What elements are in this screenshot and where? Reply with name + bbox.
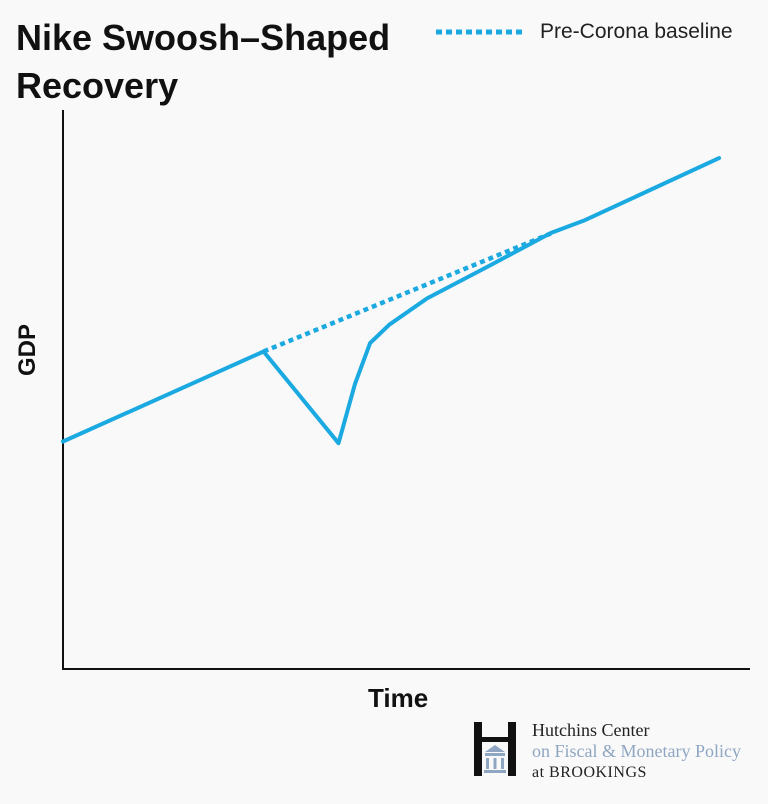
brand-line-2: on Fiscal & Monetary Policy: [532, 741, 741, 761]
baseline-line: [262, 231, 552, 354]
legend: Pre-Corona baseline: [436, 20, 733, 44]
legend-label: Pre-Corona baseline: [540, 20, 733, 43]
legend-swatch-dotted: [436, 29, 524, 35]
brand-line-1: Hutchins Center: [532, 720, 650, 740]
hutchins-brookings-logo: Hutchins Center on Fiscal & Monetary Pol…: [472, 720, 741, 783]
series-layer: [61, 156, 722, 446]
x-axis-label: Time: [368, 683, 429, 713]
hutchins-h-icon: [474, 722, 516, 776]
brand-line-3: at BROOKINGS: [532, 764, 647, 781]
gdp-recovery-line: [61, 156, 722, 446]
chart-title: Nike Swoosh–Shaped Recovery: [16, 17, 391, 106]
